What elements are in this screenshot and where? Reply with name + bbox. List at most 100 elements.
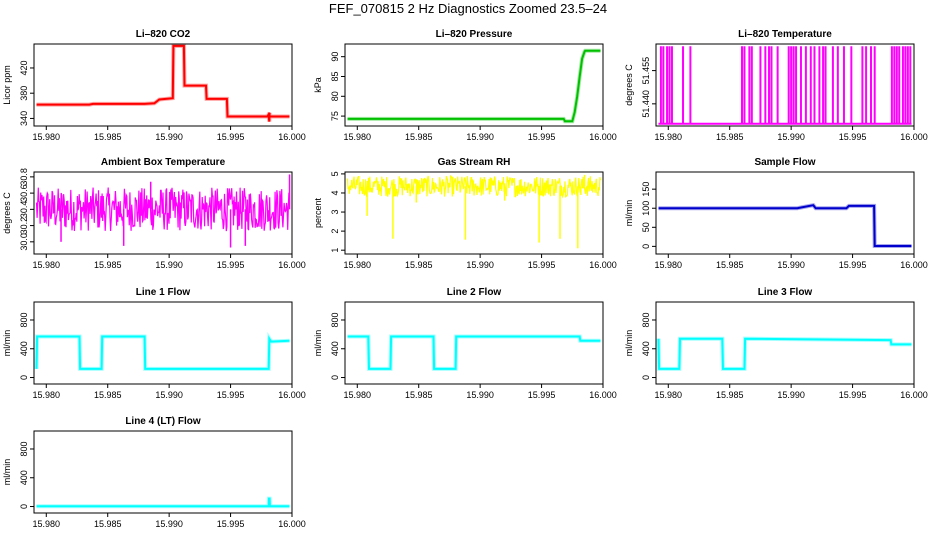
y-axis-label: ml/min <box>2 459 12 486</box>
y-tick-label: 100 <box>641 201 651 216</box>
series-noise <box>346 174 602 199</box>
x-tick-label: 15.985 <box>94 260 122 270</box>
x-tick-label: 15.980 <box>655 132 683 142</box>
x-tick-label: 15.980 <box>344 132 372 142</box>
panel-title: Line 3 Flow <box>758 287 813 298</box>
x-tick-label: 15.990 <box>155 260 183 270</box>
y-tick-label: 380 <box>19 86 29 101</box>
panel-title: Line 4 (LT) Flow <box>125 416 201 427</box>
series-band <box>656 336 912 371</box>
x-tick-label: 15.980 <box>655 390 683 400</box>
x-tick-label: 15.990 <box>466 390 494 400</box>
y-tick-label: 5 <box>330 171 340 176</box>
y-tick-label: 420 <box>19 60 29 75</box>
plot-frame <box>655 301 915 385</box>
x-tick-label: 15.980 <box>344 260 372 270</box>
y-tick-label: 340 <box>19 111 29 126</box>
y-axis-label: Licor ppm <box>2 65 12 105</box>
plot-frame <box>655 171 915 255</box>
y-axis-label: degrees C <box>624 64 634 106</box>
panel-title: Gas Stream RH <box>438 157 511 168</box>
x-tick-label: 15.990 <box>155 390 183 400</box>
x-tick-label: 16.000 <box>589 132 617 142</box>
series-band <box>34 331 290 371</box>
plot-area <box>35 174 291 248</box>
x-tick-label: 15.995 <box>217 260 245 270</box>
plot-area <box>36 496 290 509</box>
series-line <box>657 337 912 370</box>
x-tick-label: 16.000 <box>589 260 617 270</box>
plot-frame <box>33 430 293 514</box>
y-tick-label: 400 <box>19 341 29 356</box>
series-line <box>35 335 290 370</box>
x-tick-label: 15.980 <box>655 260 683 270</box>
y-tick-label: 400 <box>641 341 651 356</box>
x-tick-label: 16.000 <box>278 260 306 270</box>
series-band <box>36 44 290 122</box>
panel-title: Li–820 Temperature <box>738 29 832 40</box>
panel-title: Li–820 CO2 <box>136 29 191 40</box>
y-tick-label: 51.455 <box>641 57 651 85</box>
x-tick-label: 16.000 <box>278 519 306 529</box>
x-tick-label: 15.985 <box>405 260 433 270</box>
plot-frame <box>655 43 915 127</box>
y-tick-label: 800 <box>330 312 340 327</box>
x-tick-label: 15.980 <box>33 519 61 529</box>
series-line <box>36 497 290 508</box>
plot-frame <box>344 171 604 255</box>
x-tick-label: 15.995 <box>839 132 867 142</box>
y-tick-label: 4 <box>330 190 340 195</box>
y-tick-label: 1 <box>330 248 340 253</box>
plot-area <box>36 44 290 122</box>
panel-pressure: Li–820 Pressure kPa 15.980 15.985 15.990 15.9… <box>313 29 617 142</box>
panel-line3: Line 3 Flow ml/min 15.980 15.985 15.990 15.99… <box>624 287 928 400</box>
y-axis-label: degrees C <box>2 192 12 234</box>
panel-title: Li–820 Pressure <box>436 29 513 40</box>
x-tick-label: 15.985 <box>94 132 122 142</box>
y-tick-label: 0 <box>19 375 29 380</box>
y-tick-label: 90 <box>330 52 340 62</box>
plot-area <box>347 334 601 371</box>
x-tick-label: 15.990 <box>777 260 805 270</box>
y-tick-label: 30.2 <box>19 217 29 235</box>
y-tick-label: 400 <box>19 470 29 485</box>
x-tick-label: 16.000 <box>278 132 306 142</box>
x-tick-label: 15.995 <box>528 390 556 400</box>
panel-line4: Line 4 (LT) Flow ml/min 15.980 15.985 15.990… <box>2 416 306 529</box>
y-tick-label: 400 <box>330 341 340 356</box>
x-tick-label: 15.985 <box>716 132 744 142</box>
y-tick-label: 30.6 <box>19 184 29 202</box>
plot-area <box>34 331 290 371</box>
y-tick-label: 0 <box>641 375 651 380</box>
series-line <box>36 44 290 122</box>
y-tick-label: 800 <box>641 312 651 327</box>
panel-sample_flow: Sample Flow ml/min 15.980 15.985 15.990 15.99… <box>624 157 928 270</box>
x-tick-label: 15.990 <box>777 132 805 142</box>
y-tick-label: 800 <box>19 441 29 456</box>
y-tick-label: 30.4 <box>19 201 29 219</box>
x-tick-label: 15.995 <box>839 260 867 270</box>
x-tick-label: 16.000 <box>900 132 928 142</box>
y-axis-label: kPa <box>313 77 323 93</box>
x-tick-label: 15.980 <box>344 390 372 400</box>
panel-title: Line 1 Flow <box>136 287 191 298</box>
plot-area <box>346 174 602 249</box>
plot-frame <box>33 171 293 255</box>
y-axis-label: ml/min <box>2 330 12 357</box>
x-tick-label: 16.000 <box>278 390 306 400</box>
y-tick-label: 150 <box>641 182 651 197</box>
panel-title: Ambient Box Temperature <box>101 157 226 168</box>
plot-frame <box>344 43 604 127</box>
panel-ambient: Ambient Box Temperature degrees C 15.980 15… <box>2 157 306 270</box>
x-tick-label: 15.985 <box>405 132 433 142</box>
x-tick-label: 15.980 <box>33 132 61 142</box>
x-tick-label: 15.985 <box>94 519 122 529</box>
series-line <box>658 204 912 247</box>
y-tick-label: 50 <box>641 222 651 232</box>
panel-co2: Li–820 CO2 Licor ppm 15.980 15.985 15.990 15.… <box>2 29 306 142</box>
y-tick-label: 0 <box>19 504 29 509</box>
series-noise <box>35 187 291 232</box>
plot-area <box>658 46 912 125</box>
